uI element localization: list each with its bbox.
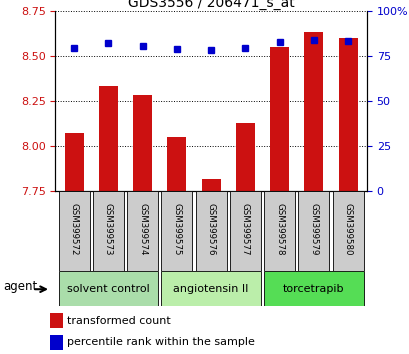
Bar (58, 271, 158, 306)
Bar (161, 271, 261, 306)
Text: agent: agent (3, 280, 37, 293)
Bar (229, 191, 261, 271)
Bar (127, 191, 158, 271)
Text: GSM399572: GSM399572 (70, 203, 79, 256)
Bar (195, 191, 226, 271)
Bar (92, 191, 124, 271)
Text: GSM399573: GSM399573 (103, 203, 112, 256)
Bar (167, 137, 186, 191)
Bar (201, 178, 220, 191)
Bar (236, 122, 254, 191)
Bar (298, 191, 329, 271)
Text: GSM399574: GSM399574 (138, 203, 147, 256)
Bar (332, 191, 363, 271)
Bar (58, 191, 90, 271)
Text: GSM399578: GSM399578 (274, 203, 283, 256)
Text: transformed count: transformed count (67, 316, 171, 326)
Bar (263, 271, 363, 306)
Text: torcetrapib: torcetrapib (283, 284, 344, 293)
Text: GSM399577: GSM399577 (240, 203, 249, 256)
Bar (270, 47, 288, 191)
Bar (263, 191, 294, 271)
Bar (99, 86, 117, 191)
Bar (161, 191, 192, 271)
Bar (50, 313, 62, 329)
Bar (133, 96, 152, 191)
Text: GSM399580: GSM399580 (343, 203, 352, 256)
Bar (304, 32, 323, 191)
Bar (338, 38, 357, 191)
Text: GSM399576: GSM399576 (206, 203, 215, 256)
Title: GDS3556 / 206471_s_at: GDS3556 / 206471_s_at (128, 0, 294, 10)
Bar (50, 335, 62, 350)
Bar (65, 133, 83, 191)
Text: solvent control: solvent control (67, 284, 149, 293)
Text: GSM399579: GSM399579 (309, 203, 318, 256)
Text: percentile rank within the sample: percentile rank within the sample (67, 337, 254, 347)
Text: angiotensin II: angiotensin II (173, 284, 248, 293)
Text: GSM399575: GSM399575 (172, 203, 181, 256)
